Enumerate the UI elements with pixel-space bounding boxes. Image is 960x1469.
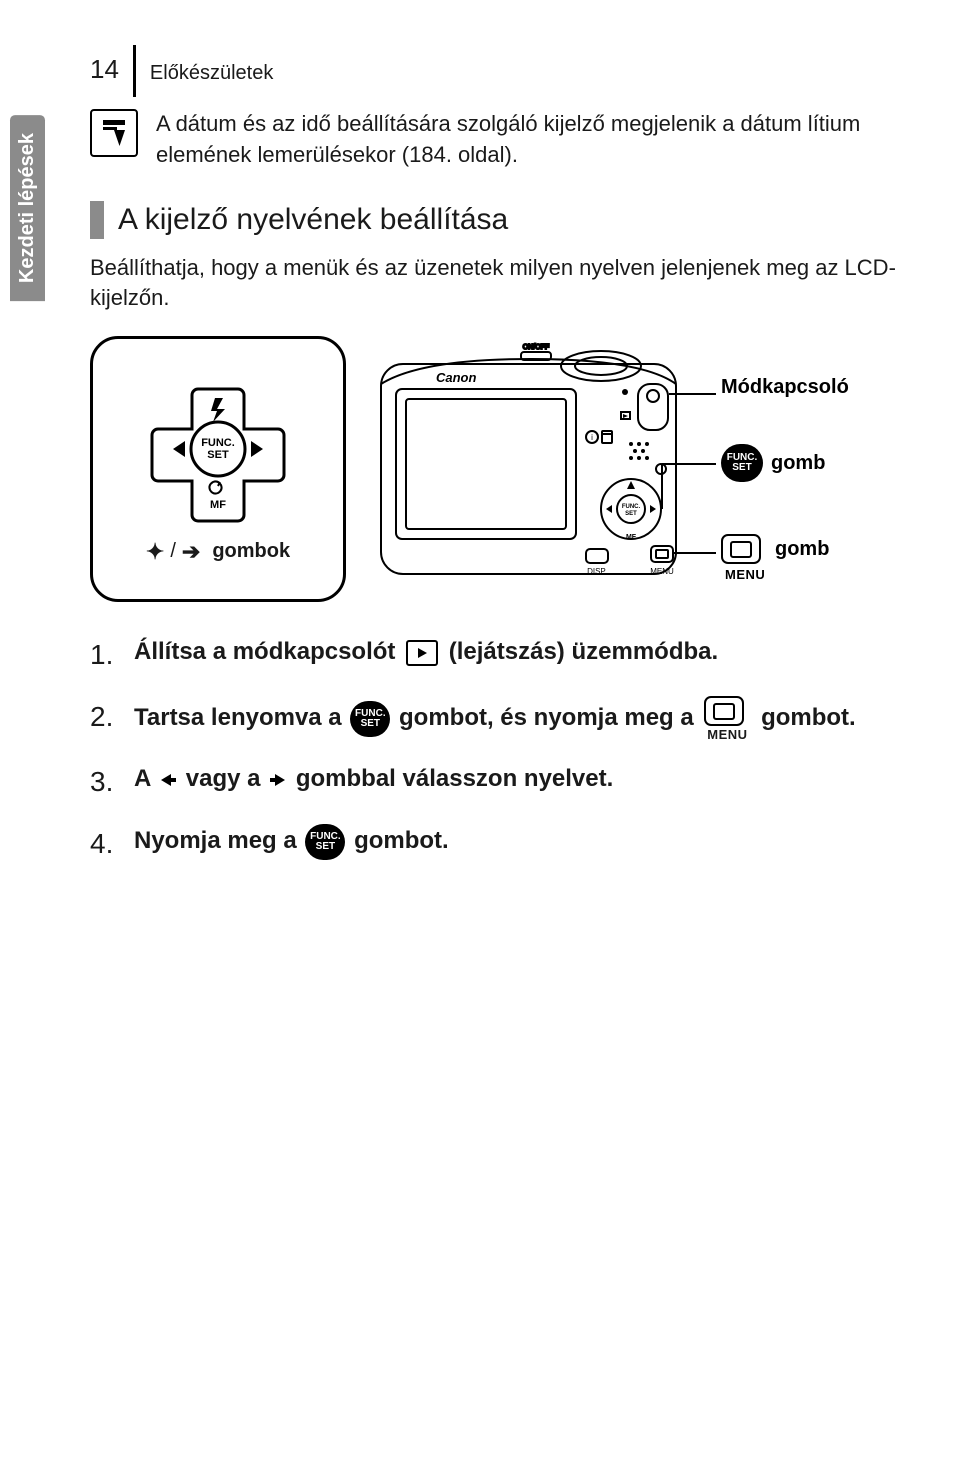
page-header: 14 Előkészületek xyxy=(90,45,900,85)
svg-text:ON/OFF: ON/OFF xyxy=(523,344,549,351)
step-2: 2. Tartsa lenyomva a FUNC. SET gombot, é… xyxy=(90,696,900,741)
menu-button-label: gomb MENU xyxy=(721,534,829,582)
menu-icon xyxy=(721,534,761,564)
svg-text:SET: SET xyxy=(625,511,637,517)
header-divider xyxy=(133,45,136,97)
step-4: 4. Nyomja meg a FUNC. SET gombot. xyxy=(90,823,900,865)
step-1: 1. Állítsa a módkapcsolót (lejátszás) üz… xyxy=(90,634,900,676)
right-arrow-icon xyxy=(269,771,287,789)
mode-switch-label: Módkapcsoló xyxy=(721,376,849,399)
menu-icon: MENU xyxy=(704,696,750,741)
svg-text:MENU: MENU xyxy=(650,567,674,576)
heading-block: A kijelző nyelvének beállítása xyxy=(90,201,900,239)
func-set-icon: FUNC. SET xyxy=(350,701,390,737)
playback-icon xyxy=(406,640,438,666)
func-button-label: FUNC. SET gomb xyxy=(721,444,825,482)
svg-text:MF: MF xyxy=(210,499,226,511)
note-text: A dátum és az idő beállítására szolgáló … xyxy=(156,109,900,171)
dpad-callout-box: FUNC. SET MF ✦ / ➔ xyxy=(90,336,346,602)
svg-text:FUNC.: FUNC. xyxy=(622,504,641,510)
step-number: 4. xyxy=(90,823,120,865)
heading-bar xyxy=(90,201,104,239)
left-arrow-icon: ✦ xyxy=(146,539,164,565)
heading-text: A kijelző nyelvének beállítása xyxy=(118,201,508,239)
camera-diagram: ON/OFF Canon xyxy=(376,334,736,604)
page-number: 14 xyxy=(90,54,119,85)
section-name: Előkészületek xyxy=(150,62,273,85)
svg-text:SET: SET xyxy=(207,449,229,461)
subheading: Beállíthatja, hogy a menük és az üzenete… xyxy=(90,253,900,315)
steps-list: 1. Állítsa a módkapcsolót (lejátszás) üz… xyxy=(90,634,900,865)
left-arrow-icon xyxy=(159,771,177,789)
svg-text:FUNC.: FUNC. xyxy=(201,437,235,449)
step-number: 2. xyxy=(90,696,120,738)
right-arrow-icon: ➔ xyxy=(182,539,200,565)
dpad-icon: FUNC. SET MF xyxy=(143,374,293,529)
gombok-label: ✦ / ➔ gombok xyxy=(146,539,290,565)
step-3: 3. A vagy a gombbal válasszon nyelvet. xyxy=(90,761,900,803)
step-number: 3. xyxy=(90,761,120,803)
svg-text:i: i xyxy=(591,433,593,442)
svg-text:MF: MF xyxy=(626,534,637,541)
note-icon xyxy=(90,109,138,157)
info-note: A dátum és az idő beállítására szolgáló … xyxy=(90,109,900,171)
diagram-row: FUNC. SET MF ✦ / ➔ xyxy=(90,334,900,604)
svg-text:DISP.: DISP. xyxy=(587,567,607,576)
step-number: 1. xyxy=(90,634,120,676)
svg-text:Canon: Canon xyxy=(436,370,477,385)
func-set-icon: FUNC. SET xyxy=(305,824,345,860)
side-tab: Kezdeti lépések xyxy=(10,115,45,301)
